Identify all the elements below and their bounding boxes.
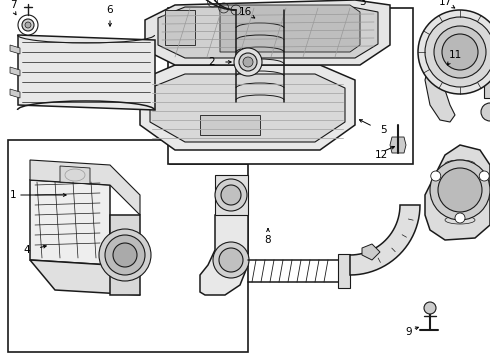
Circle shape — [455, 213, 465, 223]
Circle shape — [25, 22, 31, 28]
Polygon shape — [145, 0, 390, 65]
Circle shape — [215, 179, 247, 211]
Text: 9: 9 — [405, 327, 412, 337]
Polygon shape — [8, 140, 248, 352]
Polygon shape — [10, 45, 20, 54]
Polygon shape — [140, 65, 355, 150]
Polygon shape — [30, 180, 110, 265]
Polygon shape — [165, 10, 195, 45]
Polygon shape — [425, 145, 490, 240]
Polygon shape — [338, 254, 350, 288]
Text: 11: 11 — [448, 50, 462, 60]
Polygon shape — [200, 115, 260, 135]
Polygon shape — [168, 8, 413, 164]
Polygon shape — [215, 175, 248, 215]
Polygon shape — [110, 215, 140, 295]
Text: 17: 17 — [439, 0, 452, 7]
Text: 3: 3 — [359, 0, 366, 7]
Polygon shape — [350, 205, 420, 275]
Polygon shape — [10, 89, 20, 98]
Text: 12: 12 — [375, 150, 388, 160]
Circle shape — [239, 53, 257, 71]
Circle shape — [113, 243, 137, 267]
Polygon shape — [60, 166, 90, 184]
Circle shape — [425, 17, 490, 87]
Circle shape — [221, 185, 241, 205]
Circle shape — [442, 34, 478, 70]
Circle shape — [430, 160, 490, 220]
Polygon shape — [30, 260, 140, 295]
Circle shape — [483, 61, 490, 75]
Circle shape — [243, 57, 253, 67]
Circle shape — [219, 248, 243, 272]
Polygon shape — [390, 137, 406, 153]
Polygon shape — [30, 160, 140, 215]
Polygon shape — [158, 7, 378, 58]
Circle shape — [99, 229, 151, 281]
Circle shape — [234, 48, 262, 76]
Polygon shape — [150, 74, 345, 142]
Text: 5: 5 — [380, 125, 387, 135]
Text: 4: 4 — [24, 245, 30, 255]
Text: 2: 2 — [208, 57, 215, 67]
Circle shape — [424, 302, 436, 314]
Circle shape — [22, 19, 34, 31]
Polygon shape — [200, 205, 248, 295]
Text: 6: 6 — [107, 5, 113, 15]
Text: 7: 7 — [10, 0, 17, 10]
Polygon shape — [484, 68, 490, 98]
Circle shape — [481, 103, 490, 121]
Polygon shape — [220, 5, 360, 52]
Polygon shape — [18, 35, 155, 110]
Text: 1: 1 — [10, 190, 17, 200]
Circle shape — [105, 235, 145, 275]
Circle shape — [18, 15, 38, 35]
Circle shape — [431, 171, 441, 181]
Text: 16: 16 — [238, 7, 252, 17]
Polygon shape — [362, 244, 380, 260]
Circle shape — [213, 242, 249, 278]
Polygon shape — [425, 65, 455, 122]
Text: 8: 8 — [265, 235, 271, 245]
Circle shape — [479, 171, 489, 181]
Circle shape — [438, 168, 482, 212]
Polygon shape — [10, 67, 20, 76]
Polygon shape — [425, 58, 450, 68]
Circle shape — [434, 26, 486, 78]
Circle shape — [418, 10, 490, 94]
